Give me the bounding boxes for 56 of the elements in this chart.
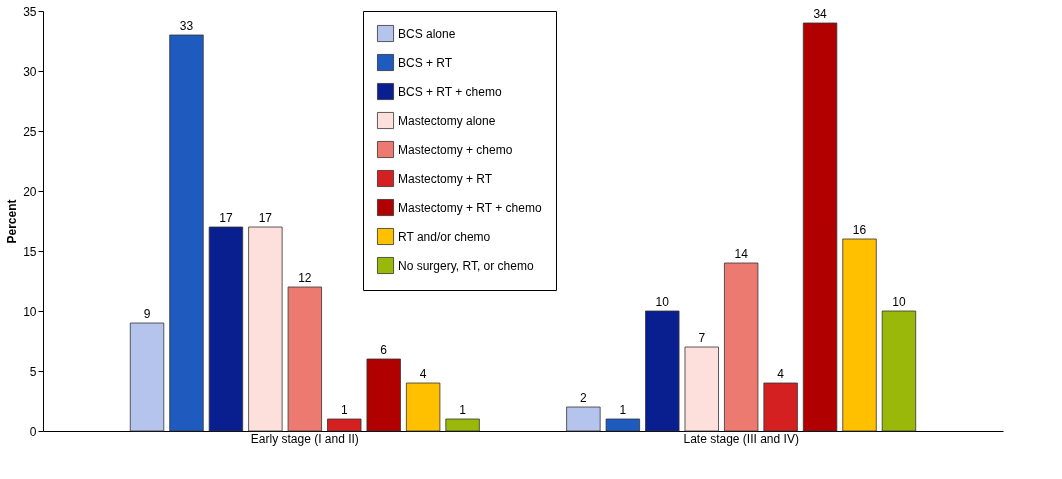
x-tick-label: Late stage (III and IV) — [683, 431, 799, 446]
data-label: 14 — [734, 247, 749, 261]
bar — [445, 418, 480, 432]
bar — [208, 226, 244, 432]
legend-label: BCS + RT + chemo — [398, 84, 502, 99]
legend-label: BCS + RT — [398, 55, 453, 70]
bar — [881, 310, 917, 432]
bar — [129, 322, 165, 432]
bar — [724, 262, 759, 432]
y-tick-label: 0 — [29, 424, 37, 439]
bar — [842, 238, 877, 432]
data-label: 17 — [258, 211, 273, 225]
data-label: 9 — [143, 307, 151, 321]
data-label: 4 — [419, 367, 427, 381]
legend-label: Mastectomy + RT + chemo — [398, 200, 542, 215]
data-label: 1 — [459, 403, 467, 417]
data-label: 10 — [655, 295, 670, 309]
data-label: 17 — [219, 211, 233, 225]
bar — [566, 406, 601, 432]
data-label: 1 — [619, 403, 627, 417]
data-label: 33 — [179, 19, 194, 33]
data-label: 12 — [298, 271, 312, 285]
bar — [763, 382, 798, 432]
data-label: 2 — [580, 391, 588, 405]
x-tick-label: Early stage (I and II) — [250, 431, 359, 446]
bar — [645, 310, 680, 432]
bar — [405, 382, 441, 432]
legend-label: No surgery, RT, or chemo — [398, 258, 534, 273]
bar — [802, 22, 838, 432]
y-tick-label: 25 — [23, 124, 37, 139]
bar — [287, 286, 322, 432]
bar — [684, 346, 719, 432]
data-label: 6 — [380, 343, 388, 357]
legend-label: Mastectomy + chemo — [398, 142, 513, 157]
legend-label: Mastectomy + RT — [398, 171, 493, 186]
bar — [248, 226, 283, 432]
bar — [605, 418, 641, 432]
y-tick-label: 15 — [23, 244, 37, 259]
bar — [169, 34, 204, 432]
y-tick-label: 35 — [23, 4, 37, 19]
data-label: 10 — [892, 295, 906, 309]
legend-label: Mastectomy alone — [398, 113, 496, 128]
y-tick-label: 30 — [23, 64, 37, 79]
y-tick-label: 10 — [23, 304, 37, 319]
bar — [327, 418, 362, 432]
y-tick-label: 20 — [23, 184, 37, 199]
legend-label: BCS alone — [398, 26, 456, 41]
data-label: 16 — [852, 223, 867, 237]
data-label: 34 — [813, 7, 828, 21]
data-label: 1 — [340, 403, 348, 417]
legend-label: RT and/or chemo — [398, 229, 491, 244]
y-tick-label: 5 — [29, 364, 37, 379]
data-label: 4 — [777, 367, 785, 381]
y-axis-title: Percent — [5, 199, 20, 244]
bar — [366, 358, 401, 432]
data-label: 7 — [698, 331, 706, 345]
